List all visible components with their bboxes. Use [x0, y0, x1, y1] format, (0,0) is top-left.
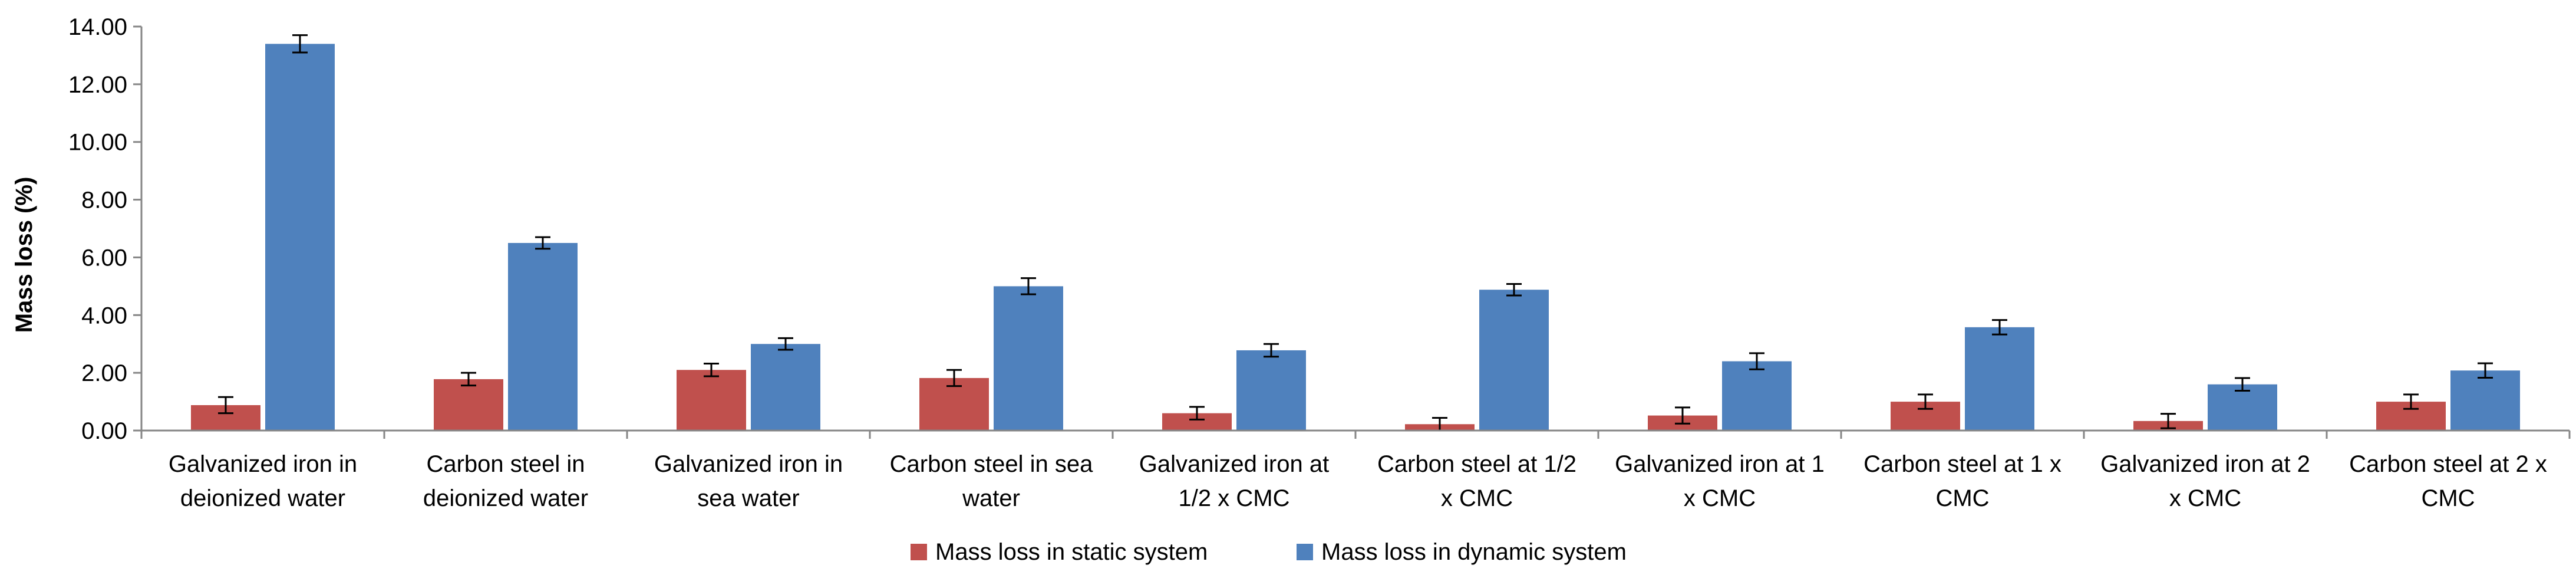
y-axis-title: Mass loss (%)	[11, 177, 37, 333]
x-axis-ticks	[140, 431, 2571, 439]
x-tick-label-line: Galvanized iron in	[654, 451, 843, 477]
x-tick-label-line: Carbon steel in	[426, 451, 585, 477]
x-tick-label: Galvanized iron in sea water	[654, 451, 843, 511]
bars	[191, 44, 2520, 431]
bar-dynamic	[508, 242, 578, 431]
x-tick-label-line: Galvanized iron at	[1139, 451, 1329, 477]
error-bars	[218, 34, 2493, 432]
x-tick-label-line: x CMC	[1441, 485, 1513, 511]
y-tick-label: 10.00	[68, 130, 127, 156]
x-tick-label-line: x CMC	[1684, 485, 1756, 511]
x-tick-label: Carbon steel in deionized water	[423, 451, 588, 511]
x-tick-label-line: deionized water	[423, 485, 588, 511]
y-tick-label: 6.00	[81, 245, 127, 271]
x-tick-label: Carbon steel at 2 x CMC	[2349, 451, 2547, 511]
bar-dynamic	[2208, 384, 2277, 431]
bar-dynamic	[265, 44, 335, 431]
x-axis-labels: Galvanized iron in deionized waterCarbon …	[169, 451, 2547, 511]
x-tick-label-line: Carbon steel at 1 x	[1863, 451, 2062, 477]
x-tick-label-line: Carbon steel at 1/2	[1377, 451, 1576, 477]
bar-dynamic	[1236, 350, 1306, 431]
y-axis-ticks: 0.00 2.00 4.00 6.00 8.00 10.00 12.00 14.00	[68, 14, 141, 444]
x-tick-label: Carbon steel in sea water	[890, 451, 1093, 511]
x-tick-label: Galvanized iron at 1 x CMC	[1615, 451, 1825, 511]
y-tick-label: 12.00	[68, 72, 127, 98]
x-tick-label-line: CMC	[2421, 485, 2475, 511]
bar-dynamic	[2450, 370, 2520, 431]
y-tick-label: 2.00	[81, 360, 127, 386]
legend-swatch	[1297, 544, 1313, 560]
bar-dynamic	[1722, 361, 1792, 431]
x-tick-label-line: sea water	[697, 485, 799, 511]
bar-dynamic	[994, 286, 1063, 431]
bar-dynamic	[1965, 327, 2034, 431]
x-tick-label: Carbon steel at 1 x CMC	[1863, 451, 2062, 511]
bar-static	[434, 379, 503, 431]
x-tick-label-line: water	[962, 485, 1020, 511]
y-tick-label: 14.00	[68, 14, 127, 40]
x-tick-label-line: 1/2 x CMC	[1179, 485, 1290, 511]
bar-dynamic	[751, 344, 820, 431]
y-tick-label: 0.00	[81, 418, 127, 444]
x-tick-label-line: deionized water	[180, 485, 345, 511]
legend-label: Mass loss in dynamic system	[1321, 539, 1627, 565]
x-tick-label-line: Carbon steel in sea	[890, 451, 1093, 477]
x-tick-label-line: Carbon steel at 2 x	[2349, 451, 2547, 477]
legend: Mass loss in static system Mass loss in d…	[911, 539, 1627, 565]
x-tick-label: Carbon steel at 1/2 x CMC	[1377, 451, 1576, 511]
x-tick-label: Galvanized iron at 2 x CMC	[2100, 451, 2310, 511]
bar-dynamic	[1479, 290, 1549, 431]
x-tick-label: Galvanized iron at 1/2 x CMC	[1139, 451, 1329, 511]
x-tick-label: Galvanized iron in deionized water	[169, 451, 357, 511]
y-tick-label: 8.00	[81, 188, 127, 213]
bar-static	[677, 370, 746, 431]
x-tick-label-line: Galvanized iron at 2	[2100, 451, 2310, 477]
x-tick-label-line: Galvanized iron at 1	[1615, 451, 1825, 477]
legend-label: Mass loss in static system	[935, 539, 1208, 565]
x-tick-label-line: x CMC	[2169, 485, 2241, 511]
legend-swatch	[911, 544, 927, 560]
x-tick-label-line: Galvanized iron in	[169, 451, 357, 477]
x-tick-label-line: CMC	[1935, 485, 1989, 511]
y-tick-label: 4.00	[81, 303, 127, 329]
